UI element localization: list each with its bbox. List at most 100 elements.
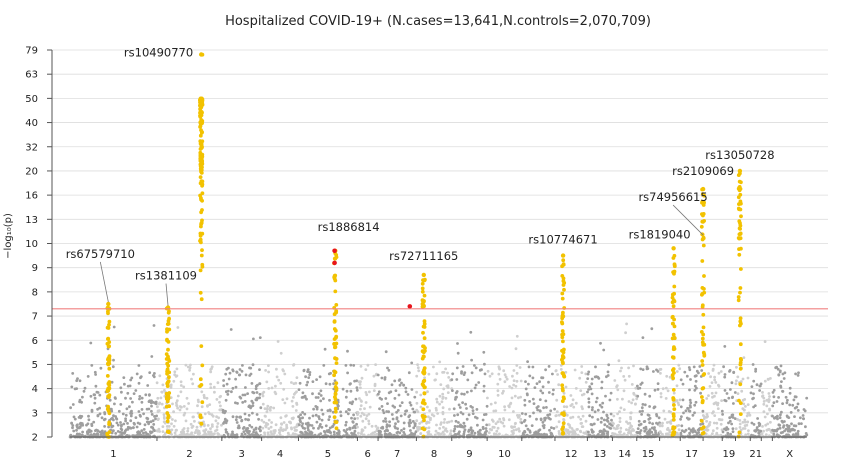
snp-point <box>359 414 363 418</box>
peak-point <box>422 325 427 329</box>
snp-point <box>721 430 725 434</box>
peak-point <box>107 366 112 371</box>
snp-point <box>693 388 697 392</box>
peak-point <box>560 386 565 391</box>
snp-point <box>207 411 211 414</box>
snp-point <box>356 413 359 416</box>
snp-point <box>786 398 789 402</box>
peak-top-point <box>700 186 706 192</box>
snp-point <box>403 433 407 436</box>
snp-point <box>408 418 412 422</box>
snp-point <box>117 409 121 413</box>
snp-point <box>258 425 262 429</box>
snp-point <box>150 404 153 408</box>
peak-point <box>736 236 741 240</box>
snp-point <box>514 384 518 388</box>
snp-point <box>573 368 577 372</box>
peak-point <box>107 422 111 427</box>
peak-point <box>198 133 203 138</box>
snp-point <box>269 405 273 409</box>
peak-point <box>701 350 706 355</box>
peak-point <box>333 345 338 349</box>
snp-point <box>496 382 500 386</box>
snp-point <box>492 409 496 413</box>
snp-point <box>606 374 610 377</box>
snp-point <box>179 390 183 394</box>
snp-point <box>135 425 139 429</box>
snp-point <box>746 420 750 424</box>
peak-point <box>700 431 705 436</box>
snp-point <box>593 375 597 379</box>
snp-point <box>514 421 517 425</box>
snp-point <box>219 394 223 398</box>
snp-point <box>669 410 672 414</box>
snp-point <box>473 364 476 367</box>
snp-point <box>463 428 467 432</box>
snp-point <box>324 424 328 428</box>
snp-point <box>309 433 313 437</box>
snp-point <box>346 349 349 353</box>
snp-point <box>572 405 576 409</box>
snp-point <box>206 404 209 408</box>
snp-point <box>660 424 664 428</box>
snp-point <box>138 397 141 401</box>
snp-point <box>453 414 456 417</box>
peak-point <box>332 312 337 317</box>
snp-point <box>90 424 94 427</box>
peak-top-point <box>199 52 204 57</box>
snp-point <box>190 377 193 381</box>
snp-point <box>240 369 244 373</box>
snp-point <box>752 392 755 396</box>
snp-point <box>778 426 782 430</box>
snp-point <box>537 429 541 433</box>
snp-point <box>216 432 220 435</box>
snp-point <box>769 377 772 380</box>
x-tick-label: 4 <box>277 449 283 460</box>
snp-point <box>619 430 622 434</box>
snp-point <box>779 364 783 368</box>
snp-point <box>724 427 727 431</box>
y-tick-label: 13 <box>25 215 38 226</box>
snp-point <box>303 412 307 416</box>
snp-point <box>367 419 371 423</box>
snp-point <box>224 430 228 434</box>
snp-point <box>659 371 662 375</box>
snp-point <box>743 420 747 424</box>
snp-point <box>119 403 123 406</box>
snp-point <box>763 340 767 343</box>
y-tick-label: 63 <box>25 70 38 81</box>
snp-point <box>538 409 542 412</box>
snp-point <box>180 405 183 409</box>
snp-point <box>796 432 800 435</box>
peak-point <box>736 295 741 299</box>
snp-point <box>638 432 642 435</box>
snp-point <box>719 422 723 426</box>
snp-point <box>172 379 176 383</box>
snp-point <box>637 419 641 423</box>
snp-point <box>182 432 186 436</box>
snp-point <box>580 371 584 374</box>
snp-point <box>258 368 261 371</box>
snp-point <box>327 418 331 421</box>
snp-point <box>571 431 575 435</box>
snp-point <box>519 379 523 383</box>
snp-point <box>169 396 173 399</box>
snp-point <box>252 337 255 341</box>
snp-point <box>203 396 206 400</box>
snp-point <box>215 425 219 429</box>
snp-point <box>113 402 116 406</box>
snp-point <box>388 424 391 428</box>
peak-point <box>165 411 170 415</box>
peak-point <box>199 222 204 227</box>
snp-point <box>397 393 401 397</box>
snp-point <box>419 405 423 409</box>
snp-point <box>647 417 651 421</box>
snp-point <box>415 401 419 405</box>
snp-point <box>622 389 626 393</box>
peak-point <box>736 186 741 191</box>
snp-point <box>494 401 497 405</box>
snp-point <box>681 398 685 402</box>
peak-point <box>199 253 204 258</box>
snp-point <box>393 379 397 383</box>
snp-point <box>358 397 361 400</box>
